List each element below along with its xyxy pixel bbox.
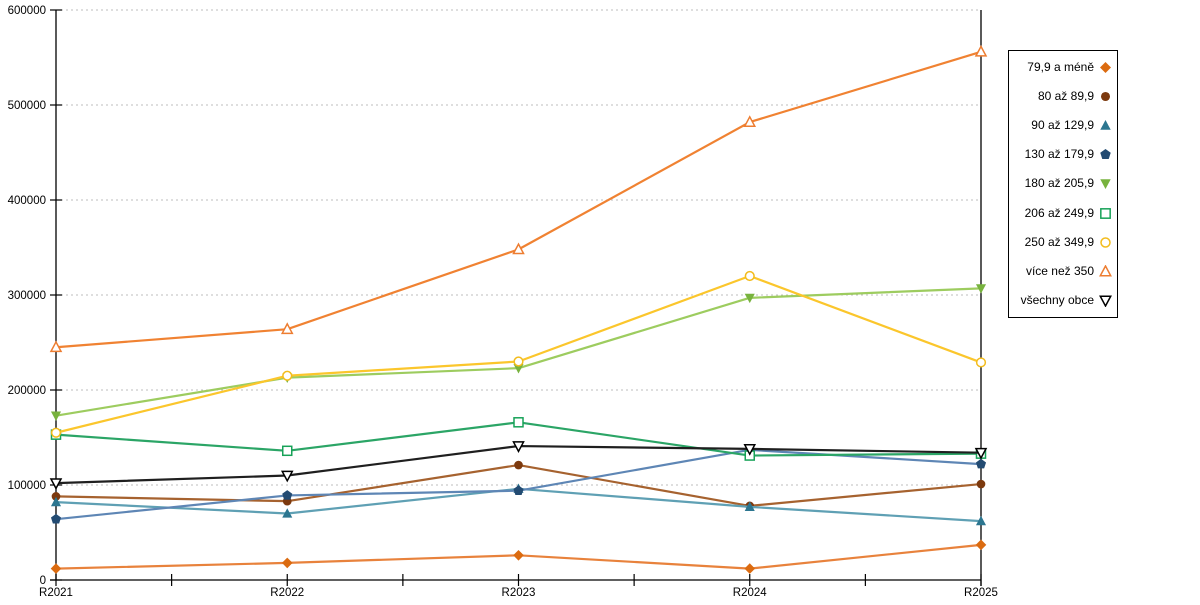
pentagon-legend-marker-icon — [1100, 149, 1111, 160]
y-tick-label: 100000 — [8, 480, 46, 492]
data-point-marker — [513, 356, 524, 367]
legend-label: více než 350 — [1025, 263, 1094, 278]
legend-item-2: 90 až 129,9 — [1011, 119, 1112, 132]
data-point-marker — [975, 539, 987, 551]
series-5 — [50, 417, 987, 461]
data-point-marker — [513, 485, 524, 495]
legend-item-7: více než 350 — [1011, 263, 1112, 278]
legend-item-4: 180 až 205,9 — [1011, 177, 1112, 190]
data-point-marker — [281, 557, 293, 569]
legend-label: 80 až 89,9 — [1037, 89, 1094, 104]
triangle-up-legend-marker-icon — [1100, 120, 1111, 131]
triangle-up-legend-marker-icon — [1099, 264, 1112, 277]
axes: 0 100000 200000 300000 400000 500000 600000 R20… — [8, 5, 998, 599]
data-point-marker — [976, 479, 986, 489]
y-tick-label: 300000 — [8, 290, 46, 302]
data-point-marker — [974, 447, 988, 460]
x-tick-label: R2021 — [39, 587, 73, 599]
data-point-marker — [282, 508, 293, 518]
data-point-marker — [513, 417, 524, 428]
series-0 — [50, 539, 987, 574]
series-6 — [50, 270, 987, 438]
legend-item-5: 206 až 249,9 — [1011, 205, 1112, 220]
legend-item-3: 130 až 179,9 — [1011, 148, 1112, 161]
data-point-marker — [50, 513, 62, 524]
x-tick-label: R2025 — [964, 587, 998, 599]
data-point-marker — [513, 364, 524, 374]
data-point-marker — [744, 563, 756, 574]
data-point-marker — [744, 293, 755, 304]
data-point-marker — [513, 550, 524, 561]
y-tick-label: 400000 — [8, 195, 46, 207]
triangle-down-legend-marker-icon — [1100, 179, 1111, 190]
data-point-marker — [743, 444, 757, 456]
data-point-marker — [50, 496, 62, 507]
series-8 — [49, 441, 988, 490]
data-point-marker — [50, 563, 62, 574]
legend-label: 79,9 a méně — [1027, 60, 1094, 75]
legend-item-0: 79,9 a méně — [1011, 61, 1112, 74]
data-point-marker — [512, 242, 525, 255]
legend-item-6: 250 až 349,9 — [1011, 234, 1112, 249]
y-tick-label: 200000 — [8, 385, 46, 397]
x-tick-label: R2023 — [502, 587, 536, 599]
legend-marker-shape — [1100, 92, 1111, 102]
legend-label: 90 až 129,9 — [1031, 118, 1094, 133]
x-tick-label: R2022 — [270, 587, 304, 599]
legend-marker-shape — [1100, 149, 1111, 160]
legend: 79,9 a méně 80 až 89,9 90 až 129,9 130 až 1… — [1008, 50, 1118, 318]
legend-label: 206 až 249,9 — [1024, 205, 1094, 220]
data-point-marker — [975, 357, 987, 368]
square-legend-marker-icon — [1100, 207, 1111, 219]
legend-marker-shape — [1100, 236, 1111, 248]
data-point-marker — [975, 284, 987, 294]
data-point-marker — [280, 322, 294, 335]
legend-label: 130 až 179,9 — [1024, 147, 1094, 162]
legend-item-8: všechny obce — [1011, 292, 1112, 307]
circle-legend-marker-icon — [1100, 236, 1111, 248]
circle-legend-marker-icon — [1100, 92, 1111, 102]
data-point-marker — [743, 115, 757, 127]
data-point-marker — [51, 492, 61, 501]
y-tick-label: 600000 — [8, 5, 46, 17]
data-point-marker — [282, 490, 293, 500]
legend-marker-shape — [1099, 264, 1112, 277]
data-point-marker — [744, 501, 755, 511]
data-point-marker — [744, 270, 755, 282]
legend-marker-shape — [1100, 179, 1111, 190]
data-point-marker — [49, 340, 63, 353]
data-point-marker — [281, 445, 293, 457]
legend-item-1: 80 až 89,9 — [1011, 90, 1112, 103]
y-tick-label: 500000 — [8, 100, 46, 112]
legend-marker-shape — [1100, 120, 1111, 131]
legend-label: všechny obce — [1020, 292, 1094, 307]
y-tick-label: 0 — [40, 575, 46, 587]
data-point-marker — [282, 370, 293, 381]
data-point-marker — [49, 478, 63, 490]
data-point-marker — [512, 441, 525, 453]
legend-marker-shape — [1100, 207, 1111, 219]
x-tick-label: R2024 — [733, 587, 767, 599]
data-point-marker — [280, 470, 294, 483]
series-line — [54, 287, 983, 417]
legend-label: 250 až 349,9 — [1024, 234, 1094, 249]
series-7 — [49, 44, 988, 353]
data-point-marker — [514, 460, 523, 470]
data-point-marker — [50, 427, 62, 438]
legend-marker-shape — [1099, 295, 1112, 307]
series-line — [54, 274, 983, 434]
legend-label: 180 až 205,9 — [1024, 176, 1094, 191]
data-point-marker — [975, 515, 987, 526]
legend-marker-shape — [1100, 62, 1111, 74]
triangle-down-legend-marker-icon — [1099, 295, 1112, 307]
data-point-marker — [50, 411, 62, 421]
data-point-marker — [974, 44, 988, 57]
diamond-legend-marker-icon — [1100, 62, 1111, 74]
data-point-marker — [975, 458, 987, 469]
